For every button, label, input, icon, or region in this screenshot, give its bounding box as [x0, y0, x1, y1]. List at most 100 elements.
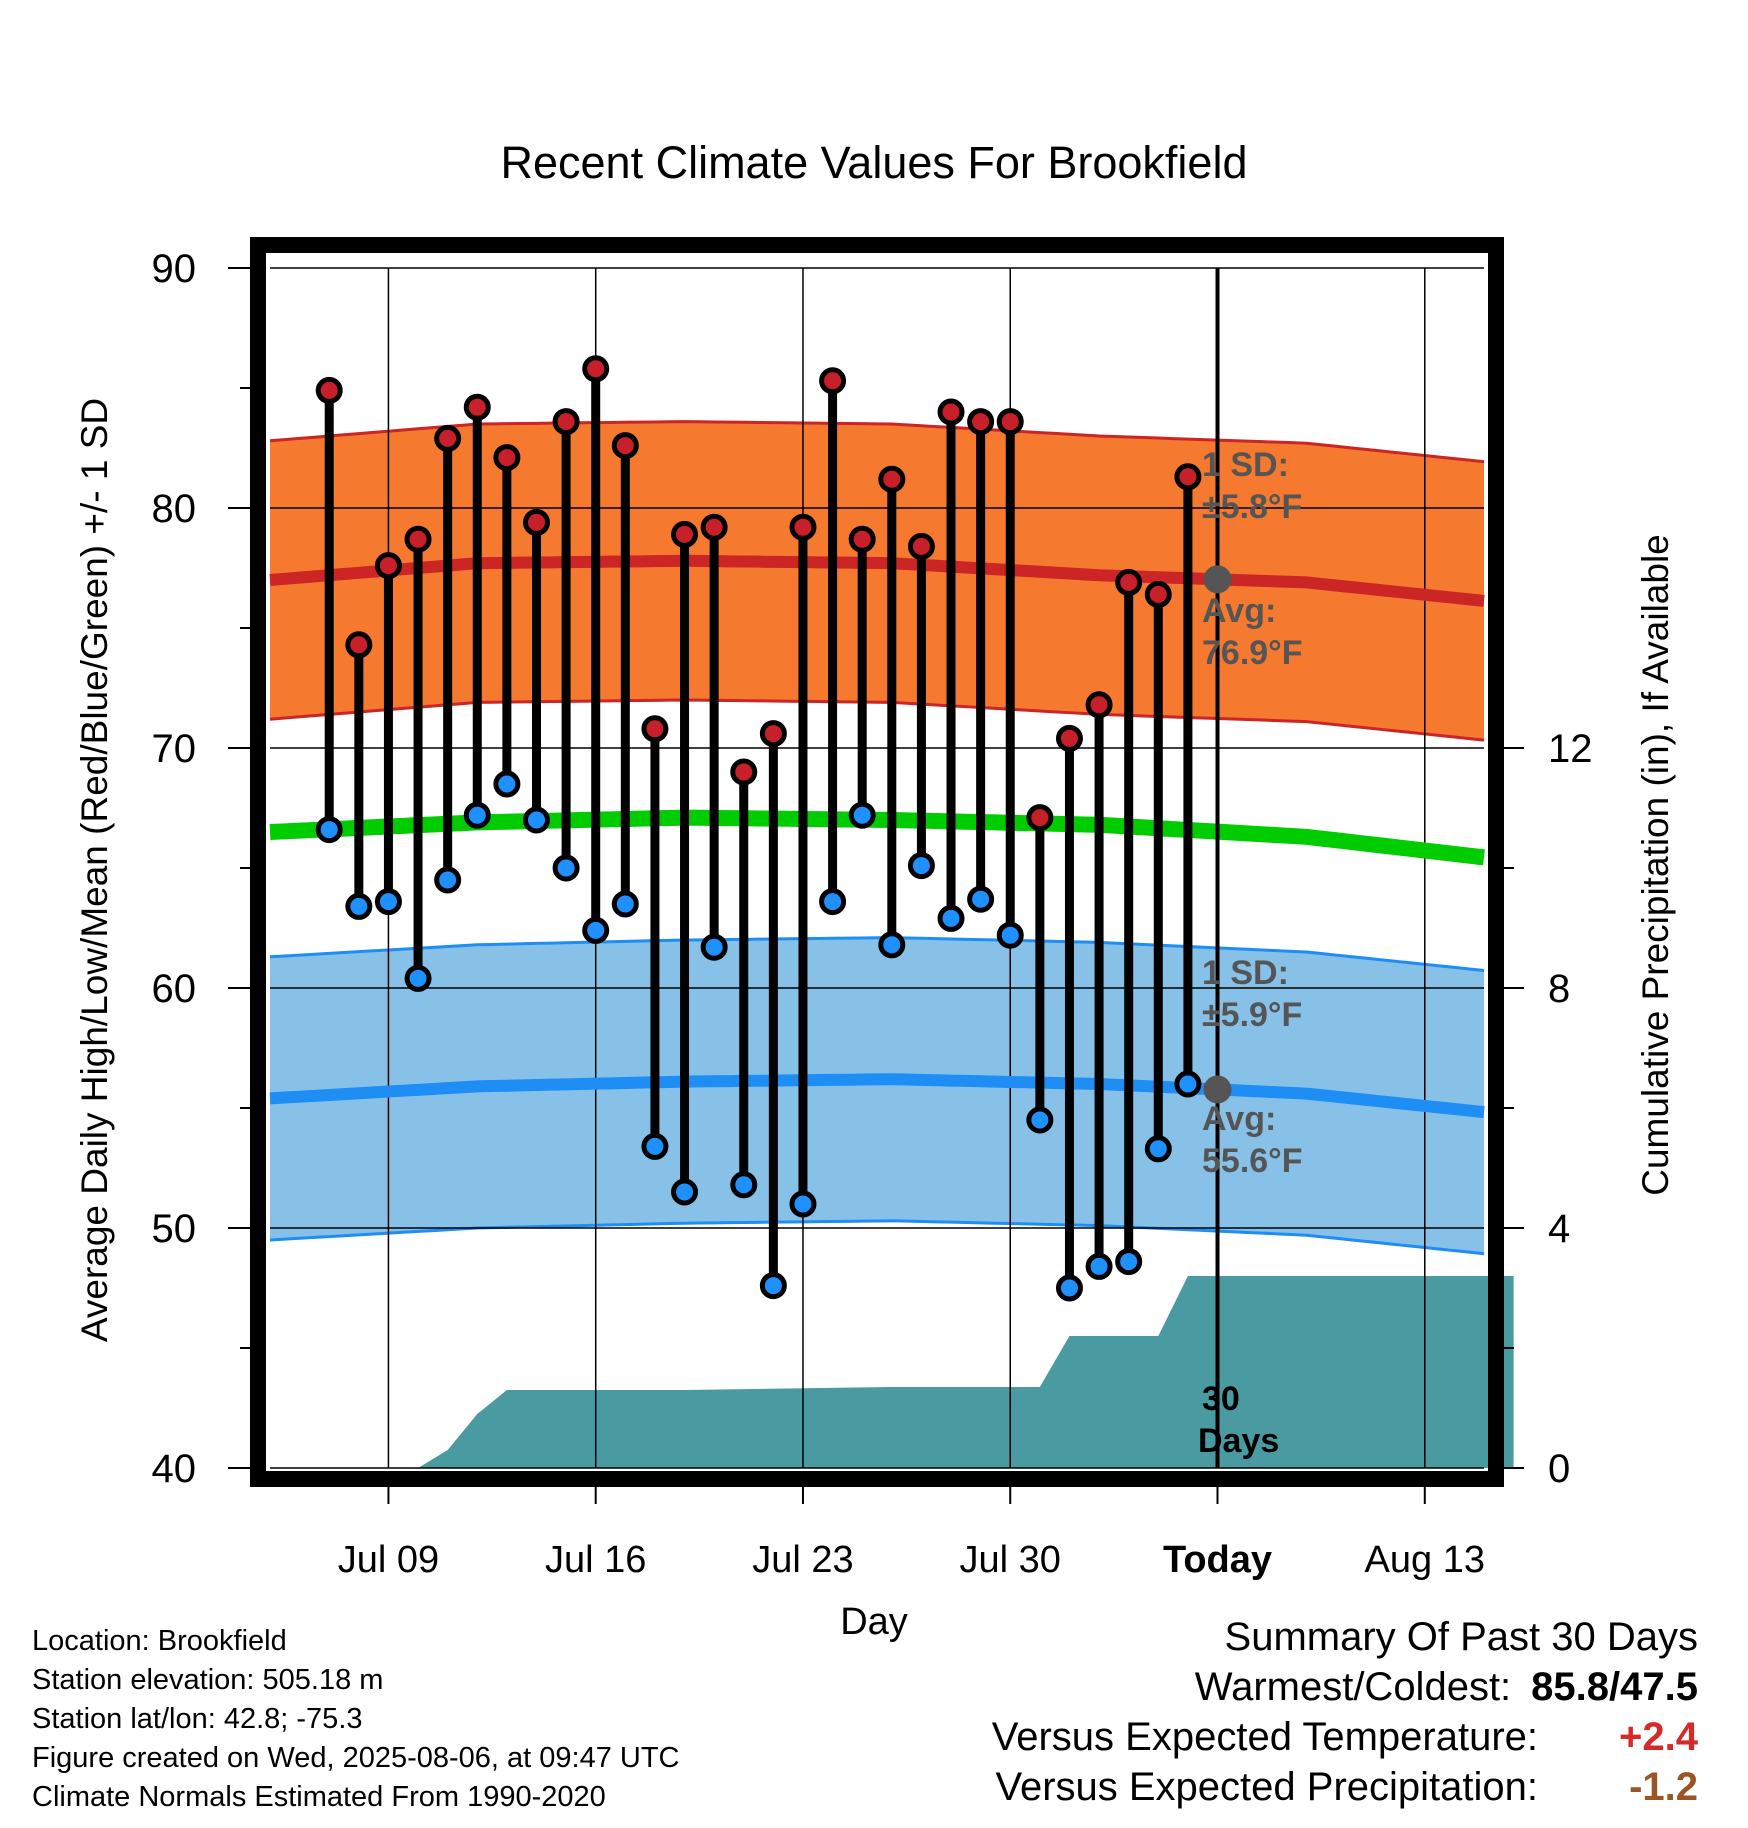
- low-point: [552, 854, 580, 882]
- chart-title: Recent Climate Values For Brookfield: [501, 137, 1248, 188]
- precip-area: [270, 1276, 1514, 1468]
- temp-value: +2.4: [1619, 1715, 1698, 1759]
- low-point: [374, 888, 402, 916]
- low-point: [1144, 1135, 1172, 1163]
- high-point: [700, 513, 728, 541]
- high-avg-value: 76.9°F: [1202, 634, 1303, 672]
- high-point: [611, 432, 639, 460]
- high-point: [730, 758, 758, 786]
- y-tick-label: 40: [152, 1447, 197, 1491]
- low-point: [937, 904, 965, 932]
- y2-tick-label: 8: [1548, 967, 1570, 1011]
- low-point: [759, 1272, 787, 1300]
- high-point: [552, 408, 580, 436]
- high-point: [848, 525, 876, 553]
- low-point: [967, 885, 995, 913]
- low-sd-label: 1 SD:: [1202, 954, 1289, 992]
- high-point: [759, 720, 787, 748]
- low-point: [434, 866, 462, 894]
- y-tick-label: 90: [152, 247, 197, 291]
- x-tick-label: Jul 23: [752, 1539, 853, 1581]
- today-high-normal-marker: [1203, 565, 1232, 594]
- low-point: [493, 770, 521, 798]
- plot-frame: [250, 237, 1504, 1487]
- low-point: [1085, 1252, 1113, 1280]
- low-point: [700, 933, 728, 961]
- summary-heading: Summary Of Past 30 Days: [1224, 1615, 1698, 1659]
- high-point: [404, 525, 432, 553]
- latlon-text: Station lat/lon: 42.8; -75.3: [32, 1703, 363, 1735]
- high-point: [937, 398, 965, 426]
- low-point: [848, 801, 876, 829]
- y2-tick-label: 4: [1548, 1207, 1570, 1251]
- low-point: [463, 801, 491, 829]
- summary-panel: Summary Of Past 30 Days Warmest/Coldest:…: [992, 1612, 1698, 1812]
- low-point: [611, 890, 639, 918]
- summary-prec-row: Versus Expected Precipitation: -1.2: [992, 1762, 1698, 1812]
- high-point: [582, 355, 610, 383]
- low-point: [996, 921, 1024, 949]
- y-tick-label: 80: [152, 487, 197, 531]
- summary-temp-row: Versus Expected Temperature: +2.4: [992, 1712, 1698, 1762]
- high-sd-edge-upper: [269, 420, 1485, 464]
- high-point: [1026, 804, 1054, 832]
- x-tick-label: Jul 09: [338, 1539, 439, 1581]
- high-sd-value: ±5.8°F: [1202, 488, 1302, 526]
- created-text: Figure created on Wed, 2025-08-06, at 09…: [32, 1742, 680, 1774]
- today-low-normal-marker: [1203, 1075, 1232, 1104]
- low-point: [315, 816, 343, 844]
- location-text: Location: Brookfield: [32, 1625, 287, 1657]
- y-tick-label: 70: [152, 727, 197, 771]
- prec-value: -1.2: [1629, 1765, 1698, 1809]
- y-tick-label: 50: [152, 1207, 197, 1251]
- station-info: Location: Brookfield Station elevation: …: [32, 1622, 680, 1817]
- high-point: [434, 424, 462, 452]
- high-point: [967, 408, 995, 436]
- high-point: [1055, 724, 1083, 752]
- normals-text: Climate Normals Estimated From 1990-2020: [32, 1781, 606, 1813]
- high-point: [345, 631, 373, 659]
- high-point: [315, 376, 343, 404]
- high-point: [1174, 463, 1202, 491]
- y-tick-label: 60: [152, 967, 197, 1011]
- x-tick-label: Jul 30: [960, 1539, 1061, 1581]
- y2-tick-label: 0: [1548, 1447, 1570, 1491]
- y-axis-label: Average Daily High/Low/Mean (Red/Blue/Gr…: [74, 398, 115, 1342]
- low-point: [878, 931, 906, 959]
- low-sd-edge-upper: [269, 936, 1485, 973]
- high-point: [1144, 580, 1172, 608]
- high-point: [671, 520, 699, 548]
- elevation-text: Station elevation: 505.18 m: [32, 1664, 384, 1696]
- low-point: [641, 1132, 669, 1160]
- y2-tick-label: 12: [1548, 727, 1593, 771]
- days-label-number: 30: [1202, 1380, 1240, 1418]
- low-sd-band: [270, 937, 1484, 1254]
- x-tick-label: Aug 13: [1365, 1539, 1485, 1581]
- high-point: [641, 715, 669, 743]
- low-point: [730, 1171, 758, 1199]
- low-sd-value: ±5.9°F: [1202, 996, 1302, 1034]
- high-point: [1115, 568, 1143, 596]
- high-point: [819, 367, 847, 395]
- high-avg-label: Avg:: [1202, 592, 1276, 630]
- low-avg-value: 55.6°F: [1202, 1142, 1303, 1180]
- x-axis-label: Day: [840, 1601, 908, 1643]
- high-point: [522, 508, 550, 536]
- high-sd-label: 1 SD:: [1202, 446, 1289, 484]
- low-point: [345, 892, 373, 920]
- normal-low-line: [269, 1073, 1485, 1119]
- normal-high-line: [269, 554, 1485, 607]
- low-point: [1026, 1106, 1054, 1134]
- high-sd-edge-lower: [269, 698, 1485, 742]
- low-point: [1115, 1248, 1143, 1276]
- low-point: [789, 1190, 817, 1218]
- low-point: [819, 888, 847, 916]
- low-point: [404, 964, 432, 992]
- low-point: [1055, 1274, 1083, 1302]
- temp-label: Versus Expected Temperature:: [991, 1715, 1538, 1759]
- high-point: [996, 408, 1024, 436]
- x-tick-label: Jul 16: [545, 1539, 646, 1581]
- high-point: [907, 532, 935, 560]
- high-sd-band: [270, 421, 1484, 741]
